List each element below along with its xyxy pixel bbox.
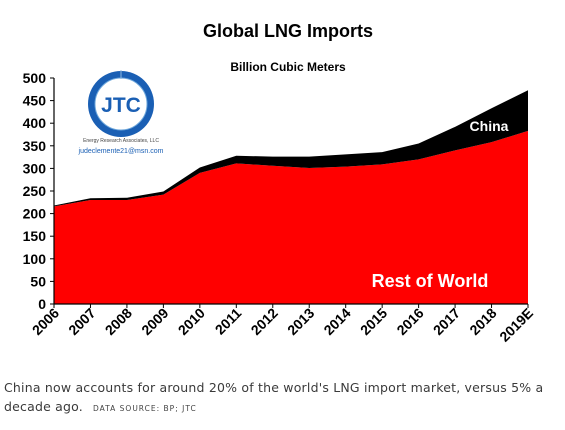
x-tick-label: 2008 <box>102 305 135 338</box>
x-tick-label: 2011 <box>212 305 245 338</box>
x-tick-label: 2015 <box>357 305 390 338</box>
y-tick-label: 350 <box>23 138 47 154</box>
y-axis-ticks: 0 50 100 150 200 250 300 350 400 450 500 <box>23 70 54 312</box>
x-tick-label: 2010 <box>175 305 208 338</box>
x-tick-label: 2006 <box>29 305 62 338</box>
y-tick-label: 0 <box>38 296 46 312</box>
chart-subtitle: Billion Cubic Meters <box>230 60 346 74</box>
series-labels: Rest of World China <box>372 118 509 291</box>
x-tick-label: 2018 <box>466 305 499 338</box>
logo-email: judeclemente21@msn.com <box>78 148 164 155</box>
y-tick-label: 150 <box>23 228 47 244</box>
series-area-rest-of-world <box>54 130 528 304</box>
data-source: DATA SOURCE: BP; JTC <box>92 404 197 413</box>
y-tick-label: 250 <box>23 183 47 199</box>
y-tick-label: 400 <box>23 115 47 131</box>
y-tick-label: 100 <box>23 251 47 267</box>
chart-title: Global LNG Imports <box>203 21 373 41</box>
x-tick-label: 2014 <box>320 305 353 338</box>
y-tick-label: 200 <box>23 206 47 222</box>
series-label-china: China <box>470 118 509 134</box>
logo-company: Energy Research Associates, LLC <box>83 138 159 144</box>
y-tick-label: 500 <box>23 70 47 86</box>
y-tick-label: 300 <box>23 160 47 176</box>
series-label-rest-of-world: Rest of World <box>372 271 489 291</box>
y-tick-label: 450 <box>23 93 47 109</box>
x-tick-label: 2012 <box>248 305 281 338</box>
logo-initials: JTC <box>101 94 141 117</box>
caption-text: China now accounts for around 20% of the… <box>4 380 544 414</box>
y-tick-label: 50 <box>30 273 46 289</box>
x-tick-label: 2007 <box>65 305 98 338</box>
x-tick-label: 2009 <box>138 305 171 338</box>
x-tick-label: 2013 <box>284 305 317 338</box>
x-tick-label: 2019E <box>496 305 536 345</box>
x-tick-label: 2016 <box>393 305 426 338</box>
caption: China now accounts for around 20% of the… <box>4 378 556 418</box>
x-tick-label: 2017 <box>430 305 463 338</box>
x-axis-ticks: 2006 2007 2008 2009 2010 2011 2012 2013 2014 2015… <box>29 304 536 345</box>
chart: Global LNG Imports Billion Cubic Meters … <box>23 21 536 345</box>
jtc-logo: JTC Energy Research Associates, LLC jude… <box>78 70 164 155</box>
series-area-china <box>54 90 528 207</box>
plot-area <box>54 90 528 304</box>
